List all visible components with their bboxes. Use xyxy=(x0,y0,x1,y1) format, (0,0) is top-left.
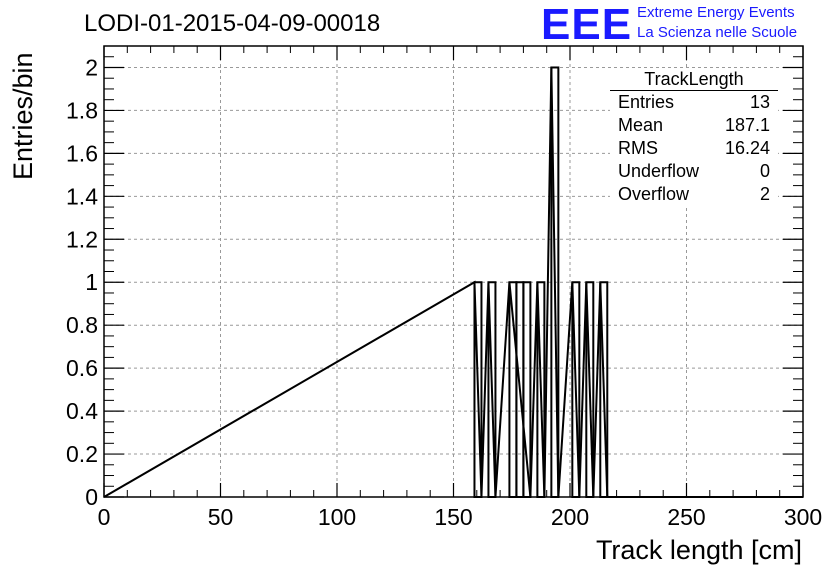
y-tick-label: 1.4 xyxy=(66,183,98,209)
y-tick-label: 1.6 xyxy=(66,140,98,166)
stats-row-rms: RMS 16.24 xyxy=(610,137,778,160)
y-tick-label: 0 xyxy=(85,484,98,510)
x-axis: 0 50 100 150 200 250 300 xyxy=(98,46,822,530)
stats-value: 13 xyxy=(749,92,770,112)
histogram-outline xyxy=(103,67,803,498)
y-tick-label: 1 xyxy=(85,269,98,295)
x-tick-label: 300 xyxy=(784,504,822,530)
stats-key: Mean xyxy=(618,115,664,135)
x-tick-label: 150 xyxy=(434,504,472,530)
stats-value: 2 xyxy=(759,184,770,204)
y-tick-label: 1.2 xyxy=(66,226,98,252)
y-tick-label: 0.8 xyxy=(66,312,98,338)
x-tick-label: 0 xyxy=(98,504,111,530)
x-tick-label: 200 xyxy=(551,504,589,530)
y-tick-label: 0.2 xyxy=(66,441,98,467)
stats-value: 187.1 xyxy=(724,115,770,135)
x-tick-label: 50 xyxy=(208,504,234,530)
grid-lines xyxy=(104,46,803,497)
stats-key: Entries xyxy=(618,92,675,112)
stats-key: RMS xyxy=(618,138,658,158)
stats-key: Overflow xyxy=(618,184,690,204)
stats-box-title: TrackLength xyxy=(610,68,778,91)
y-axis-label: Entries/bin xyxy=(8,52,38,180)
stats-row-underflow: Underflow 0 xyxy=(610,160,778,183)
y-tick-label: 2 xyxy=(85,54,98,80)
stats-key: Underflow xyxy=(618,161,700,181)
stats-value: 0 xyxy=(759,161,770,181)
logo-line-2: La Scienza nelle Scuole xyxy=(637,24,798,41)
stats-row-entries: Entries 13 xyxy=(610,91,778,114)
y-tick-label: 0.6 xyxy=(66,355,98,381)
eee-logo: EEE xyxy=(541,0,633,49)
x-tick-label: 100 xyxy=(318,504,356,530)
stats-row-mean: Mean 187.1 xyxy=(610,114,778,137)
stats-value: 16.24 xyxy=(724,138,770,158)
stats-box: TrackLength Entries 13 Mean 187.1 RMS 16… xyxy=(610,68,778,208)
x-tick-label: 250 xyxy=(667,504,705,530)
logo-line-1: Extreme Energy Events xyxy=(637,4,795,21)
y-axis: 0 0.2 0.4 0.6 0.8 1 1.2 1.4 1.6 1.8 2 xyxy=(66,45,803,510)
histogram-title: LODI-01-2015-04-09-00018 xyxy=(84,10,381,37)
y-tick-label: 0.4 xyxy=(66,398,98,424)
y-tick-label: 1.8 xyxy=(66,97,98,123)
stats-row-overflow: Overflow 2 xyxy=(610,183,778,206)
x-axis-label: Track length [cm] xyxy=(595,535,802,565)
